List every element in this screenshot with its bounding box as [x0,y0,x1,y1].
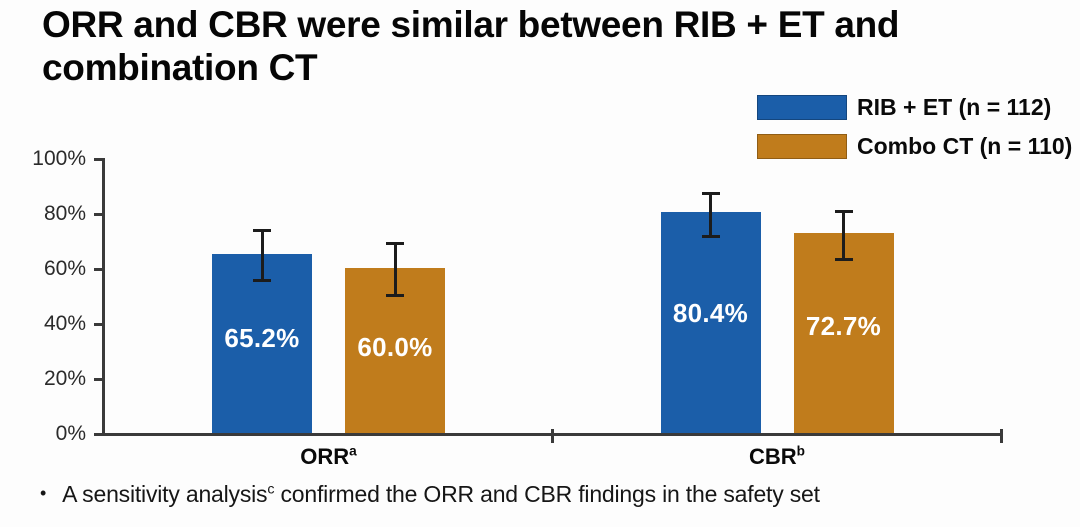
error-bar-cap-bottom [701,234,720,238]
error-bar-cap-top [834,209,853,213]
footnote-text: A sensitivity analysisc confirmed the OR… [62,481,820,507]
x-axis-category-label: ORRa [300,443,357,469]
bar-orr-rib-et [212,253,312,433]
error-bar-line [842,210,845,259]
y-axis-tick [94,433,102,436]
x-axis-tick-mid [551,429,555,443]
y-axis-line [102,158,105,436]
legend-item-combo-ct: Combo CT (n = 110) [757,133,1072,159]
y-axis-tick [94,213,102,216]
y-axis-tick [94,323,102,326]
y-axis-tick [94,268,102,271]
error-bar-cap-top [701,191,720,195]
x-axis-category-label: CBRb [749,443,805,469]
bar-value-label: 72.7% [805,311,882,342]
category-superscript: b [796,443,805,459]
y-axis-tick-label: 0% [55,422,86,445]
footnote-superscript: c [267,481,275,498]
y-axis-tick [94,378,102,381]
bar-cbr-combo-ct [793,233,894,433]
error-bar-cap-top [253,228,271,232]
footnote: • A sensitivity analysisc confirmed the O… [40,481,820,508]
footnote-bullet: • [40,483,47,503]
y-axis-tick-label: 80% [43,202,86,225]
chart-legend: RIB + ET (n = 112) Combo CT (n = 110) [757,94,1072,172]
bar-value-label: 80.4% [672,298,749,329]
slide-title: ORR and CBR were similar between RIB + E… [42,4,900,88]
legend-swatch-combo-ct [757,133,847,159]
legend-swatch-rib-et [757,94,847,120]
y-axis-tick-label: 100% [32,147,86,170]
bar-value-label: 60.0% [357,332,433,362]
legend-item-rib-et: RIB + ET (n = 112) [757,94,1072,120]
bar-value-label: 65.2% [224,323,300,354]
error-bar-cap-bottom [834,257,853,261]
category-superscript: a [349,443,357,459]
error-bar-cap-top [386,241,404,245]
error-bar-line [709,192,712,236]
y-axis-tick-label: 40% [43,312,86,335]
x-axis-tick-end [999,429,1003,443]
error-bar-cap-bottom [386,293,404,297]
y-axis-tick-label: 20% [43,367,86,390]
legend-label-combo-ct: Combo CT (n = 110) [857,132,1073,159]
error-bar-line [393,242,397,295]
error-bar-line [260,229,264,281]
error-bar-cap-bottom [253,279,271,283]
bar-cbr-rib-et [660,211,761,433]
y-axis-tick [94,158,102,161]
y-axis-tick-label: 60% [43,257,86,280]
legend-label-rib-et: RIB + ET (n = 112) [857,93,1052,120]
